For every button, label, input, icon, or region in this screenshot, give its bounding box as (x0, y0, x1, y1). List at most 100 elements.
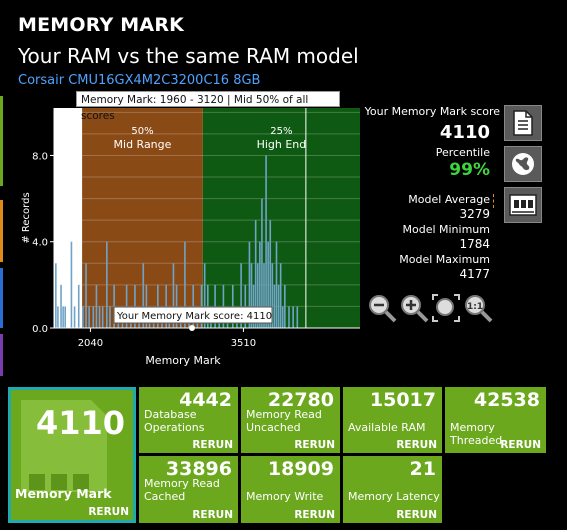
x-tick-label: 3510 (231, 338, 256, 349)
histogram-bar (64, 306, 67, 328)
zoom-in-icon (401, 295, 429, 323)
range-tooltip: Memory Mark: 1960 - 3120 | Mid 50% of al… (76, 91, 340, 122)
tile-rerun[interactable]: RERUN (192, 509, 233, 521)
tile-value: 15017 (369, 389, 436, 411)
edge-strip-blue (0, 268, 3, 328)
tile-memory-latency[interactable]: 21 Memory Latency RERUN (343, 456, 442, 523)
tile-rerun[interactable]: RERUN (294, 439, 335, 451)
edge-strip-green (0, 96, 3, 186)
zoom-out-button[interactable] (366, 292, 398, 324)
histogram-bar (252, 284, 255, 328)
histogram-bar (73, 306, 76, 328)
histogram-bar (267, 241, 269, 328)
histogram-bar (92, 306, 95, 328)
histogram-bar (240, 263, 242, 328)
histogram-bar (263, 263, 265, 328)
histogram-bar (256, 263, 259, 328)
model-minimum-label: Model Minimum (402, 223, 490, 236)
histogram-bar (200, 284, 203, 328)
histogram-bar (106, 241, 108, 328)
histogram-bar (279, 263, 282, 328)
histogram-bar (98, 306, 101, 328)
histogram-bar (62, 306, 64, 328)
model-average-label: Model Average (408, 193, 490, 206)
zoom-reset-button[interactable]: 1:1 (462, 292, 494, 324)
histogram-bar (77, 284, 80, 328)
tile-rerun[interactable]: RERUN (294, 509, 335, 521)
histogram-bar (109, 306, 111, 328)
hardware-button[interactable] (504, 187, 542, 223)
histogram-bar (88, 306, 90, 328)
histogram-bar (250, 263, 253, 328)
x-tick-label: 2040 (78, 338, 103, 349)
histogram-chart[interactable]: 50% Mid Range 25% High End 0.0 4.0 8.0 2040 3510… (0, 104, 370, 374)
histogram-bar (101, 306, 104, 328)
histogram-bar (175, 284, 178, 328)
histogram-bar (55, 263, 57, 328)
tile-available-ram[interactable]: 15017 Available RAM RERUN (343, 387, 442, 453)
y-tick-label: 4.0 (32, 238, 48, 249)
tile-rerun[interactable]: RERUN (396, 439, 437, 451)
web-compare-button[interactable] (504, 146, 542, 182)
tile-label: Memory Latency (348, 490, 440, 503)
region-name-label: Mid Range (114, 138, 172, 151)
histogram-bar (296, 306, 299, 328)
histogram-bar (248, 241, 251, 328)
y-tick-label: 8.0 (32, 151, 48, 162)
tile-label: Available RAM (348, 421, 426, 434)
page-subtitle: Your RAM vs the same RAM model (18, 44, 359, 68)
histogram-bar (271, 263, 274, 328)
dashed-marker (493, 194, 494, 208)
histogram-bar (157, 284, 159, 328)
histogram-bar (165, 284, 167, 328)
tile-rerun[interactable]: RERUN (500, 439, 541, 451)
document-icon (513, 110, 533, 136)
tile-value: 33896 (165, 458, 232, 480)
histogram-bar (207, 284, 209, 328)
histogram-bar (184, 241, 186, 328)
histogram-bar (95, 284, 98, 328)
histogram-bar (85, 263, 87, 328)
tile-label: Memory Read Uncached (246, 408, 322, 434)
tile-memory-read-uncached[interactable]: 22780 Memory Read Uncached RERUN (241, 387, 340, 453)
histogram-bar (172, 263, 175, 328)
main-tile-label: Memory Mark (15, 486, 112, 501)
histogram-bar (192, 284, 195, 328)
score-marker-dot (189, 325, 195, 331)
score-marker-box (113, 306, 273, 324)
tile-value: 4442 (179, 389, 232, 411)
tile-value: 18909 (267, 458, 334, 480)
histogram-bar (259, 241, 261, 328)
percentile-value: 99% (449, 160, 490, 180)
globe-icon (512, 153, 534, 175)
histogram-bar (261, 198, 263, 328)
tile-memory-write[interactable]: 18909 Memory Write RERUN (241, 456, 340, 523)
x-axis-label: Memory Mark (145, 354, 221, 367)
main-tile-value: 4110 (35, 404, 125, 442)
main-memory-mark-tile[interactable]: 4110 Memory Mark RERUN (8, 387, 136, 523)
tile-label: Memory Threaded (450, 421, 503, 447)
edge-strip-orange (0, 200, 3, 262)
zoom-fit-button[interactable] (430, 292, 462, 324)
tile-memory-read-cached[interactable]: 33896 Memory Read Cached RERUN (139, 456, 238, 523)
histogram-bar (244, 284, 247, 328)
histogram-bar (269, 220, 272, 328)
main-tile-rerun[interactable]: RERUN (88, 506, 129, 518)
tile-rerun[interactable]: RERUN (396, 509, 437, 521)
tile-rerun[interactable]: RERUN (192, 439, 233, 451)
edge-strip-purple (0, 334, 3, 376)
histogram-bar (273, 284, 276, 328)
zoom-in-button[interactable] (398, 292, 430, 324)
tile-label: Memory Write (246, 490, 324, 503)
histogram-bar (134, 284, 136, 328)
document-button[interactable] (504, 105, 542, 141)
tile-label: Database Operations (144, 408, 205, 434)
y-tick-label: 0.0 (32, 324, 48, 335)
model-link[interactable]: Corsair CMU16GX4M2C3200C16 8GB (18, 73, 261, 88)
histogram-bar (275, 241, 278, 328)
histogram-bar (125, 284, 128, 328)
histogram-bar (113, 284, 115, 328)
tile-database-operations[interactable]: 4442 Database Operations RERUN (139, 387, 238, 453)
tile-memory-threaded[interactable]: 42538 Memory Threaded RERUN (445, 387, 546, 453)
histogram-bar (288, 306, 290, 328)
